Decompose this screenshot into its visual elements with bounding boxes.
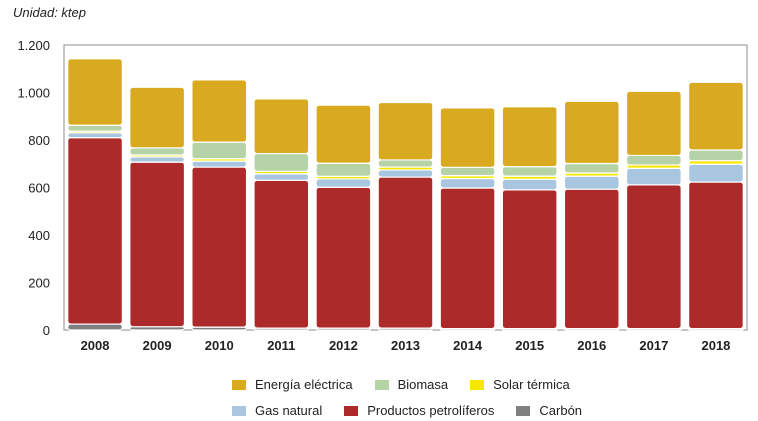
bar-segment <box>315 186 372 329</box>
legend-swatch <box>516 405 531 416</box>
unit-label: Unidad: ktep <box>13 5 86 20</box>
y-tick-label: 0 <box>43 323 50 338</box>
bar-segment <box>501 178 558 191</box>
bar-segment <box>439 187 496 330</box>
x-tick-label: 2008 <box>81 338 110 353</box>
bar-segment <box>191 79 248 143</box>
x-tick-label: 2018 <box>701 338 730 353</box>
bar-segment <box>191 160 248 168</box>
x-tick-label: 2015 <box>515 338 544 353</box>
x-tick-label: 2009 <box>143 338 172 353</box>
bar-segment <box>253 98 310 155</box>
bar-segment <box>377 176 434 329</box>
legend-swatch <box>374 379 389 390</box>
y-tick-label: 200 <box>28 276 50 291</box>
y-tick-label: 1.200 <box>17 38 50 53</box>
legend-swatch <box>232 379 246 390</box>
bar-segment <box>315 162 372 177</box>
legend-label: Biomasa <box>397 377 449 392</box>
x-tick-label: 2012 <box>329 338 358 353</box>
bar-segment <box>439 107 496 168</box>
bar-segment <box>315 104 372 164</box>
bar-segment <box>501 166 558 177</box>
bar-segment <box>563 188 620 330</box>
bar-segment <box>501 106 558 168</box>
bar-segment <box>67 124 123 132</box>
bar-segment <box>191 141 248 160</box>
bar-segment <box>625 154 682 166</box>
bar-segment <box>67 58 123 126</box>
bar-segment <box>688 149 744 162</box>
bar-segment <box>253 179 310 329</box>
bar-segment <box>688 81 744 151</box>
legend-swatch <box>344 405 359 416</box>
legend-label: Gas natural <box>255 403 323 418</box>
legend-row-1: Energía eléctrica Biomasa Solar térmica <box>232 377 592 392</box>
bar-segment <box>129 86 186 149</box>
bar-segment <box>253 152 310 172</box>
legend-label: Solar térmica <box>493 377 570 392</box>
legend-label: Productos petrolíferos <box>367 403 495 418</box>
legend-item: Biomasa <box>374 377 449 392</box>
bar-segment <box>129 161 186 328</box>
bar-segment <box>67 137 123 325</box>
legend-label: Carbón <box>539 403 583 418</box>
bar-segment <box>129 156 186 163</box>
bar-segment <box>67 132 123 139</box>
y-tick-label: 400 <box>28 228 50 243</box>
x-tick-label: 2011 <box>267 338 295 353</box>
x-tick-label: 2010 <box>205 338 234 353</box>
legend-item: Energía eléctrica <box>232 377 353 392</box>
bar-segment <box>625 184 682 330</box>
x-tick-label: 2017 <box>639 338 668 353</box>
bar-segment <box>377 169 434 178</box>
bar-segment <box>253 173 310 181</box>
bar-segment <box>315 178 372 188</box>
bar-segment <box>688 181 744 330</box>
bar-segment <box>377 159 434 168</box>
bar-segment <box>439 177 496 189</box>
bar-segment <box>191 166 248 328</box>
bar-segment <box>439 166 496 177</box>
bar-segment <box>563 175 620 190</box>
x-tick-label: 2013 <box>391 338 420 353</box>
legend-item: Productos petrolíferos <box>344 403 494 418</box>
bar-segment <box>129 147 186 156</box>
bar-segment <box>563 100 620 165</box>
y-tick-label: 1.000 <box>17 86 50 101</box>
bar-segment <box>625 90 682 157</box>
y-tick-label: 600 <box>28 181 50 196</box>
legend-swatch <box>232 405 246 416</box>
y-tick-label: 800 <box>28 133 50 148</box>
x-tick-label: 2016 <box>577 338 606 353</box>
bar-segment <box>563 162 620 174</box>
bar-segment <box>501 189 558 330</box>
legend-item: Gas natural <box>232 403 322 418</box>
legend-item: Solar térmica <box>470 377 570 392</box>
bar-segment <box>377 101 434 161</box>
legend-label: Energía eléctrica <box>255 377 353 392</box>
legend-row-2: Gas natural Productos petrolíferos Carbón <box>232 403 604 418</box>
legend-item: Carbón <box>516 403 582 418</box>
bar-segment <box>67 323 123 331</box>
bar-segment <box>688 163 744 183</box>
legend-swatch <box>470 379 485 390</box>
bar-segment <box>625 167 682 186</box>
x-tick-label: 2014 <box>453 338 483 353</box>
